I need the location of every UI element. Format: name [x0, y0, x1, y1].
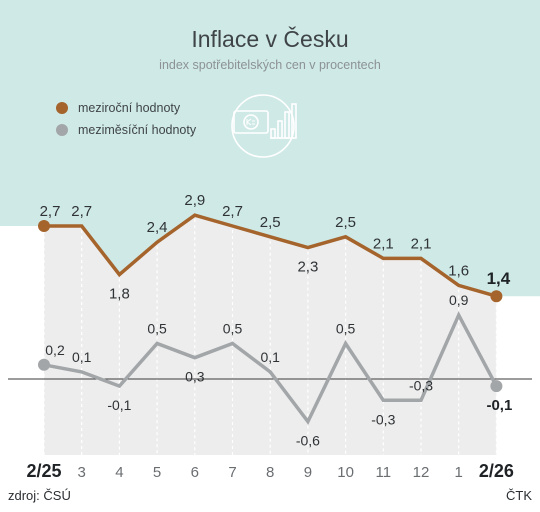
header-background: [0, 0, 540, 297]
monthly-data-label: 0,1: [260, 349, 280, 365]
monthly-data-label: -0,6: [296, 433, 320, 449]
x-tick-label: 10: [337, 464, 354, 481]
x-tick-label: 1: [455, 464, 463, 481]
x-tick-label: 7: [228, 464, 236, 481]
legend-label-monthly: meziměsíční hodnoty: [78, 123, 197, 137]
monthly-data-label: -0,1: [486, 397, 512, 414]
monthly-point-marker: [38, 358, 50, 371]
monthly-data-label: -0,1: [107, 397, 131, 413]
chart-title: Inflace v Česku: [191, 26, 349, 52]
monthly-data-label: 0,5: [147, 321, 167, 337]
annual-data-label: 2,7: [40, 203, 61, 220]
agency-credit: ČTK: [506, 488, 532, 503]
chart-subtitle: index spotřebitelských cen v procentech: [159, 58, 381, 72]
x-tick-label: 11: [376, 464, 392, 481]
source-note: zdroj: ČSÚ: [8, 488, 71, 503]
x-tick-label: 6: [191, 464, 199, 481]
legend-marker-monthly: [56, 124, 68, 136]
x-tick-label: 3: [78, 464, 86, 481]
monthly-data-label: 0,9: [449, 292, 469, 308]
monthly-data-label: -0,3: [371, 411, 395, 427]
annual-data-label: 2,9: [184, 192, 205, 209]
annual-data-label: 2,1: [373, 235, 394, 252]
annual-point-marker: [38, 220, 50, 232]
data-marks: 2,7 2,7 1,8 2,4 2,9 2,7 2,5 2,3 2,5 2,1 2,1 1,6 1,4 0…: [38, 192, 512, 449]
x-tick-label: 8: [266, 464, 274, 481]
monthly-data-label: 0,5: [336, 321, 356, 337]
monthly-data-label: 0,5: [223, 321, 243, 337]
legend-item-monthly: meziměsíční hodnoty: [56, 119, 196, 141]
annual-data-label: 1,6: [448, 262, 469, 279]
annual-data-label: 2,5: [335, 214, 356, 231]
monthly-data-label: 0,3: [185, 369, 205, 385]
x-tick-label: 5: [153, 464, 161, 481]
money-chart-icon: [231, 94, 297, 158]
annual-data-label: 2,7: [222, 203, 243, 220]
x-tick-label: 2/25: [26, 461, 61, 481]
monthly-data-label: 0,1: [72, 349, 92, 365]
x-axis: 2/25 3 4 5 6 7 8 9 10 11 12 1 2/26: [26, 461, 513, 481]
x-tick-label: 9: [304, 464, 312, 481]
monthly-data-label: 0,2: [45, 342, 65, 358]
annual-data-label: 1,8: [109, 286, 130, 303]
series-line-monthly: [43, 311, 498, 425]
annual-data-label: 2,1: [411, 235, 432, 252]
x-tick-label: 12: [413, 464, 430, 481]
annual-data-label: 1,4: [487, 269, 511, 288]
annual-data-label: 2,3: [297, 259, 318, 276]
annual-data-label: 2,7: [71, 203, 92, 220]
legend-label-annual: meziroční hodnoty: [78, 101, 181, 115]
x-tick-label: 4: [115, 464, 123, 481]
legend-marker-annual: [56, 102, 68, 114]
monthly-point-marker: [490, 380, 503, 393]
x-tick-label: 2/26: [479, 461, 514, 481]
legend-item-annual: meziroční hodnoty: [56, 97, 196, 119]
series-line-annual: [44, 213, 497, 298]
annual-point-marker: [490, 290, 503, 303]
annual-data-label: 2,4: [147, 219, 168, 236]
monthly-data-label: -0,3: [409, 377, 433, 393]
legend: meziroční hodnoty meziměsíční hodnoty: [56, 97, 196, 141]
annual-data-label: 2,5: [260, 214, 281, 231]
